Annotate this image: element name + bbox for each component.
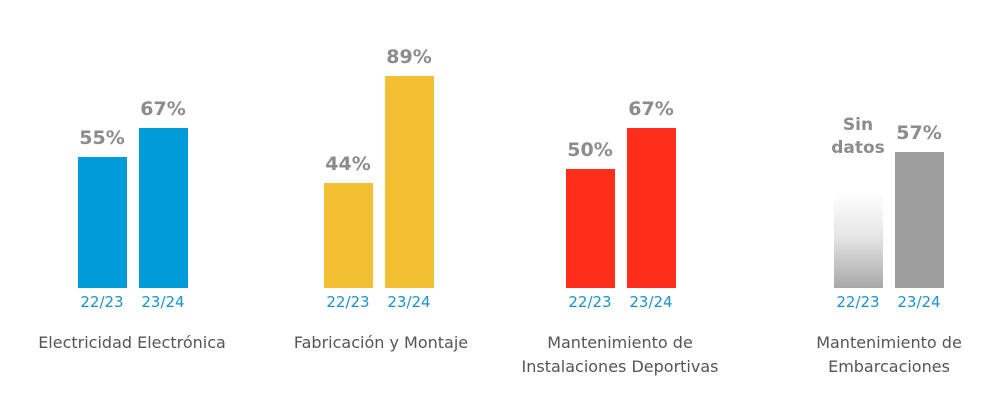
bar-g3-23-24 xyxy=(894,152,944,288)
value-label: 50% xyxy=(567,138,613,161)
value-label: 55% xyxy=(79,126,125,149)
no-data-label-line: datos xyxy=(831,138,885,158)
bar-g2-23-24 xyxy=(626,128,676,288)
category-label: Electricidad Electrónica xyxy=(12,331,252,355)
category-label-line: Embarcaciones xyxy=(828,357,950,376)
period-label: 23/24 xyxy=(141,293,185,311)
category-label-line: Fabricación y Montaje xyxy=(293,333,469,352)
period-label: 22/23 xyxy=(836,293,880,311)
value-label: 57% xyxy=(896,122,942,145)
category-label-line: Electricidad Electrónica xyxy=(38,333,226,352)
period-label: 23/24 xyxy=(629,293,673,311)
category-label: Mantenimiento de Instalaciones Deportivas xyxy=(500,331,740,379)
category-label-line: Instalaciones Deportivas xyxy=(521,357,719,376)
bar-g1-22-23 xyxy=(323,183,373,288)
value-label: 44% xyxy=(325,153,371,176)
period-label: 22/23 xyxy=(326,293,370,311)
bar-g0-22-23 xyxy=(77,156,127,288)
category-label: Mantenimiento de Embarcaciones xyxy=(769,331,1003,379)
period-label: 23/24 xyxy=(897,293,941,311)
no-data-bar-g3-22-23 xyxy=(833,193,883,288)
no-data-label-line: Sin xyxy=(842,115,874,135)
bar-g1-23-24 xyxy=(384,75,434,288)
bar-g0-23-24 xyxy=(138,128,188,288)
period-label: 23/24 xyxy=(387,293,431,311)
value-label: 67% xyxy=(628,98,674,121)
period-label: 22/23 xyxy=(80,293,124,311)
value-label: 89% xyxy=(386,45,432,68)
category-label: Fabricación y Montaje xyxy=(261,331,501,355)
bar-g2-22-23 xyxy=(565,168,615,288)
no-data-label: Sin datos xyxy=(818,114,898,160)
period-label: 22/23 xyxy=(568,293,612,311)
category-label-line: Mantenimiento de xyxy=(816,333,962,352)
value-label: 67% xyxy=(140,98,186,121)
category-label-line: Mantenimiento de xyxy=(547,333,693,352)
